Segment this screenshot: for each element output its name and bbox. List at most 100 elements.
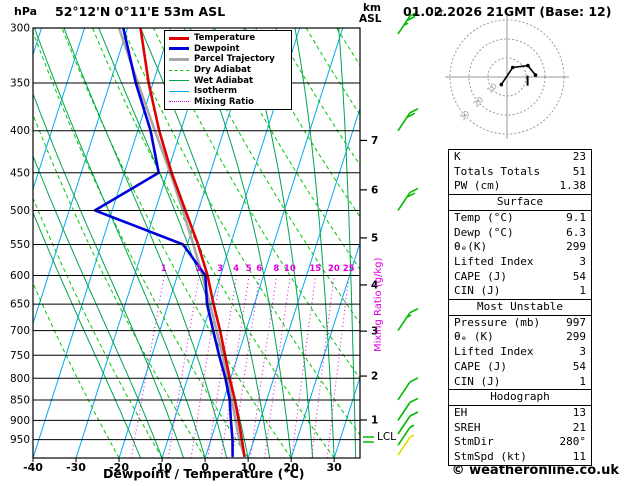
stats-row: CIN (J) 1 xyxy=(449,375,591,390)
lcl-marker xyxy=(363,436,374,443)
wind-barb xyxy=(397,307,419,332)
svg-text:950: 950 xyxy=(10,434,30,446)
stat-value: 23 xyxy=(572,150,586,163)
stats-row: StmDir 280° xyxy=(449,435,591,450)
stat-value: 21 xyxy=(572,420,586,434)
stat-label: Dewp (°C) xyxy=(454,225,514,239)
legend-item-temperature: Temperature xyxy=(169,33,287,44)
stat-value: 997 xyxy=(566,315,586,329)
svg-text:5: 5 xyxy=(371,232,378,244)
stat-label: Lifted Index xyxy=(454,254,534,268)
stat-label: K xyxy=(454,150,461,163)
stats-row: StmSpd (kt) 11 xyxy=(449,450,591,465)
svg-text:600: 600 xyxy=(10,270,30,282)
wind-barb xyxy=(397,11,419,35)
svg-text:20: 20 xyxy=(328,264,340,274)
stats-row: Lifted Index 3 xyxy=(449,345,591,360)
datetime-title: 01.02.2026 21GMT (Base: 12) xyxy=(403,4,612,19)
wind-barb xyxy=(397,434,415,456)
svg-text:500: 500 xyxy=(10,205,30,217)
svg-text:2: 2 xyxy=(196,264,202,274)
legend-label: Isotherm xyxy=(194,86,237,97)
legend-label: Dry Adiabat xyxy=(194,65,251,76)
stat-value: 1 xyxy=(579,374,586,388)
svg-text:550: 550 xyxy=(10,239,30,251)
stat-label: EH xyxy=(454,405,468,419)
stats-row: CAPE (J) 54 xyxy=(449,360,591,375)
stat-value: 51 xyxy=(572,164,586,178)
wind-barb xyxy=(397,187,419,211)
stat-label: θₑ(K) xyxy=(454,240,488,254)
stat-label: CIN (J) xyxy=(454,284,501,298)
stat-label: CAPE (J) xyxy=(454,359,507,373)
svg-text:4: 4 xyxy=(233,264,239,274)
stats-section-title: Surface xyxy=(449,194,591,211)
stat-label: Temp (°C) xyxy=(454,210,514,224)
chart-legend: Temperature Dewpoint Parcel Trajectory Dry … xyxy=(164,30,292,111)
svg-text:2: 2 xyxy=(371,371,378,383)
wind-barb xyxy=(397,377,419,401)
stat-label: CIN (J) xyxy=(454,374,501,388)
x-axis-title: Dewpoint / Temperature (°C) xyxy=(103,466,305,481)
pressure-unit-label: hPa xyxy=(14,5,38,18)
stat-value: 54 xyxy=(572,269,586,283)
stats-row: Dewp (°C) 6.3 xyxy=(449,226,591,241)
svg-text:4: 4 xyxy=(371,279,378,291)
stats-row: Temp (°C) 9.1 xyxy=(449,211,591,226)
stat-value: 3 xyxy=(579,254,586,268)
stat-label: Totals Totals xyxy=(454,164,541,178)
stats-row: CIN (J) 1 xyxy=(449,284,591,299)
legend-label: Mixing Ratio xyxy=(194,96,254,107)
legend-swatch-temperature xyxy=(169,36,189,40)
stats-row: θₑ(K) 299 xyxy=(449,240,591,255)
legend-item-mixing_ratio: Mixing Ratio xyxy=(169,97,287,108)
legend-label: Parcel Trajectory xyxy=(194,54,275,65)
svg-text:3: 3 xyxy=(371,326,378,338)
stat-value: 1 xyxy=(579,284,586,298)
svg-text:400: 400 xyxy=(10,125,30,137)
stat-value: 1.38 xyxy=(559,179,587,193)
stats-row: Pressure (mb) 997 xyxy=(449,316,591,331)
legend-swatch-parcel xyxy=(169,57,189,61)
legend-item-dewpoint: Dewpoint xyxy=(169,44,287,55)
svg-text:7: 7 xyxy=(371,135,378,147)
svg-text:700: 700 xyxy=(10,325,30,337)
legend-item-parcel: Parcel Trajectory xyxy=(169,54,287,65)
stat-value: 54 xyxy=(572,359,586,373)
stats-row: SREH 21 xyxy=(449,421,591,436)
lcl-label: LCL xyxy=(377,431,397,443)
stats-row: Lifted Index 3 xyxy=(449,255,591,270)
svg-text:850: 850 xyxy=(10,394,30,406)
hodograph-unit-label: kt xyxy=(434,8,444,19)
station-title: 52°12'N 0°11'E 53m ASL xyxy=(55,4,226,19)
svg-text:750: 750 xyxy=(10,350,30,362)
stat-value: 6.3 xyxy=(566,225,586,239)
svg-text:8: 8 xyxy=(273,264,279,274)
svg-text:1: 1 xyxy=(371,414,378,426)
legend-swatch-mixing_ratio xyxy=(169,101,189,103)
stat-label: PW (cm) xyxy=(454,179,501,193)
stat-label: θₑ (K) xyxy=(454,330,494,344)
km-unit-label: km xyxy=(363,2,381,14)
stats-row: CAPE (J) 54 xyxy=(449,270,591,285)
svg-text:6: 6 xyxy=(371,184,378,196)
legend-item-dry_adiabat: Dry Adiabat xyxy=(169,65,287,76)
svg-text:650: 650 xyxy=(10,299,30,311)
stats-row: K 23 xyxy=(449,150,591,165)
svg-text:300: 300 xyxy=(10,23,30,35)
stats-row: Totals Totals 51 xyxy=(449,165,591,180)
plot-border xyxy=(32,27,361,459)
svg-text:10: 10 xyxy=(284,264,296,274)
wind-barb-column xyxy=(397,11,419,456)
stat-value: 3 xyxy=(579,345,586,359)
copyright: © weatheronline.co.uk xyxy=(451,463,619,478)
wind-barb xyxy=(397,108,419,132)
legend-item-isotherm: Isotherm xyxy=(169,86,287,97)
stat-value: 11 xyxy=(572,450,586,464)
hodograph-trace xyxy=(500,64,537,86)
stat-label: StmSpd (kt) xyxy=(454,450,527,464)
stats-row: θₑ (K) 299 xyxy=(449,330,591,345)
svg-text:-40: -40 xyxy=(23,461,43,474)
svg-text:15: 15 xyxy=(309,264,321,274)
svg-text:1: 1 xyxy=(161,264,167,274)
